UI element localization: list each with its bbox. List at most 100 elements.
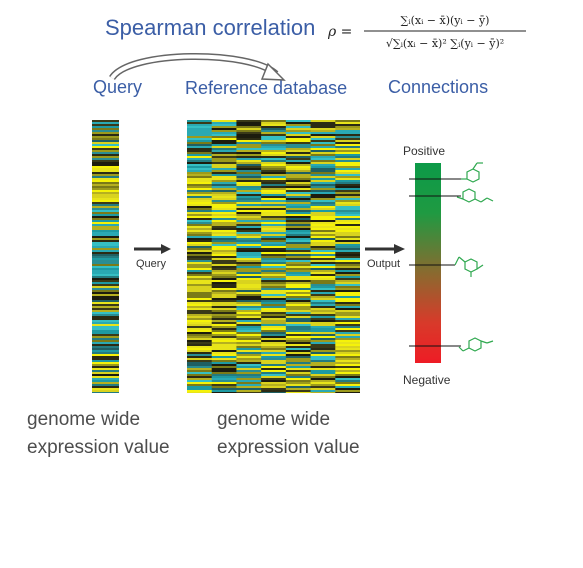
heatmap-cell [236,212,262,215]
heatmap-cell [261,210,287,213]
heatmap-cell [236,232,262,235]
heatmap-cell [236,290,262,293]
heatmap-cell [236,312,262,315]
heatmap-cell [92,146,119,149]
heatmap-cell [187,126,213,129]
heatmap-cell [187,340,213,343]
heatmap-cell [236,356,262,359]
heatmap-cell [310,298,336,301]
heatmap-cell [310,222,336,225]
heatmap-cell [187,228,213,231]
query-heatmap [92,120,119,393]
heatmap-cell [335,168,360,171]
heatmap-cell [187,196,213,199]
heatmap-cell [310,270,336,273]
heatmap-cell [92,262,119,265]
heatmap-cell [211,354,238,357]
heatmap-cell [285,366,312,369]
heatmap-cell [310,362,336,365]
heatmap-cell [261,126,287,129]
heatmap-cell [310,164,336,167]
heatmap-cell [92,274,119,277]
heatmap-cell [310,146,336,149]
heatmap-cell [261,184,287,187]
heatmap-cell [285,216,312,219]
heatmap-cell [236,182,262,185]
heatmap-cell [310,352,336,355]
heatmap-cell [92,170,119,173]
heatmap-cell [187,166,213,169]
heatmap-cell [285,388,312,391]
heatmap-cell [92,290,119,293]
heatmap-cell [236,204,262,207]
heatmap-cell [261,186,287,189]
heatmap-cell [92,236,119,239]
heatmap-cell [236,298,262,301]
heatmap-cell [310,284,336,287]
heatmap-cell [335,236,360,239]
heatmap-cell [310,356,336,359]
heatmap-cell [310,300,336,303]
heatmap-cell [236,234,262,237]
heatmap-cell [187,176,213,179]
heatmap-cell [310,340,336,343]
heatmap-cell [236,174,262,177]
heatmap-cell [92,164,119,167]
heatmap-cell [285,290,312,293]
heatmap-cell [285,268,312,271]
heatmap-cell [310,258,336,261]
heatmap-cell [92,264,119,267]
heatmap-cell [285,294,312,297]
heatmap-cell [310,274,336,277]
heatmap-cell [335,182,360,185]
heatmap-cell [92,336,119,339]
heatmap-cell [236,286,262,289]
heatmap-cell [310,386,336,389]
heatmap-cell [92,302,119,305]
heatmap-cell [335,162,360,165]
heatmap-cell [261,172,287,175]
heatmap-cell [187,156,213,159]
heatmap-cell [261,304,287,307]
heatmap-cell [261,194,287,197]
heatmap-cell [310,132,336,135]
heatmap-cell [92,258,119,261]
heatmap-cell [335,190,360,193]
heatmap-cell [285,352,312,355]
heatmap-cell [285,182,312,185]
heatmap-cell [92,218,119,221]
heatmap-cell [211,172,238,175]
heatmap-cell [310,230,336,233]
heatmap-cell [261,382,287,385]
heatmap-cell [335,174,360,177]
heatmap-cell [187,294,213,297]
query-header: Query [93,77,143,97]
heatmap-cell [211,296,238,299]
heatmap-cell [285,122,312,125]
heatmap-cell [335,124,360,127]
heatmap-cell [310,194,336,197]
heatmap-cell [285,254,312,257]
heatmap-cell [187,368,213,371]
reference-caption-line1: genome wide [217,409,331,430]
heatmap-cell [261,244,287,247]
heatmap-cell [92,288,119,291]
heatmap-cell [92,356,119,359]
heatmap-cell [187,306,213,309]
heatmap-cell [211,304,238,307]
heatmap-cell [335,204,360,207]
heatmap-cell [187,250,213,253]
heatmap-cell [310,376,336,379]
heatmap-cell [92,374,119,377]
heatmap-cell [236,192,262,195]
heatmap-cell [187,182,213,185]
heatmap-cell [211,358,238,361]
heatmap-cell [92,156,119,159]
heatmap-cell [261,158,287,161]
heatmap-cell [285,286,312,289]
heatmap-cell [335,212,360,215]
heatmap-cell [310,388,336,391]
heatmap-cell [285,206,312,209]
heatmap-cell [285,194,312,197]
heatmap-cell [92,214,119,217]
